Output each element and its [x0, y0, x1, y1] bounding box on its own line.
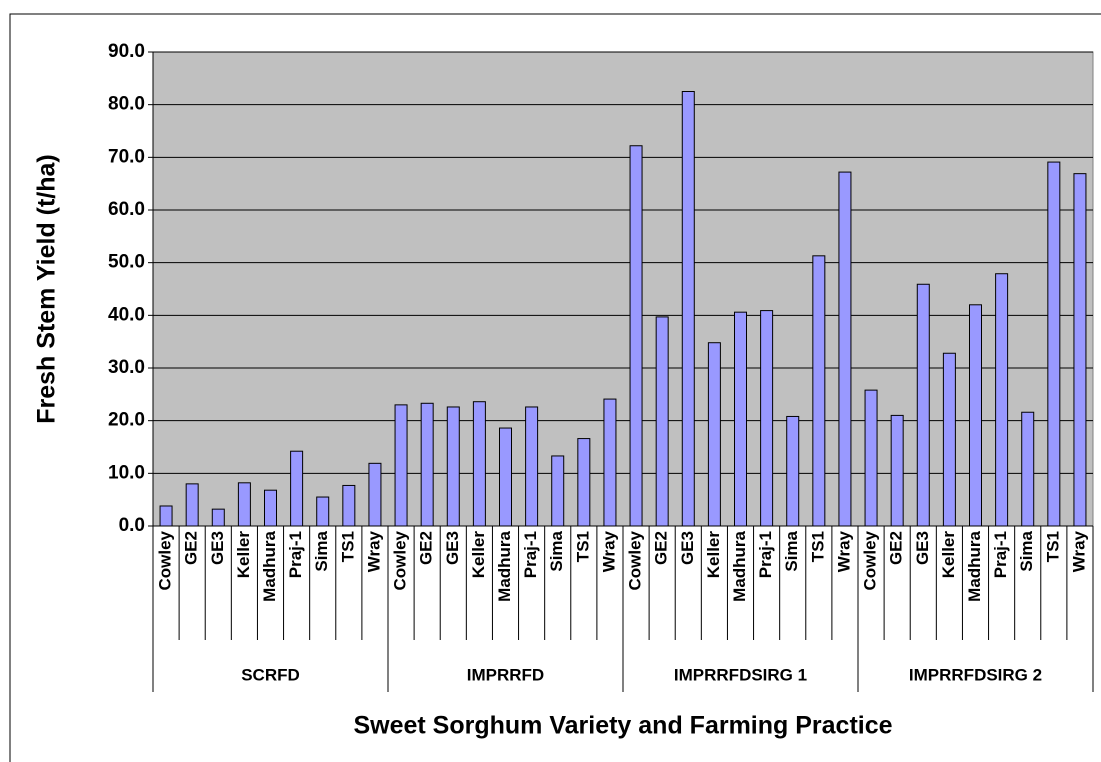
- group-label: IMPRRFD: [467, 665, 544, 684]
- plot-area: [152, 51, 1094, 527]
- y-tick-label: 70.0: [108, 146, 145, 167]
- y-tick-label: 10.0: [108, 462, 145, 483]
- bar: [342, 484, 356, 527]
- bar: [655, 316, 669, 527]
- y-tick-label: 80.0: [108, 94, 145, 115]
- x-tick-label: Wray: [834, 530, 853, 572]
- bar: [394, 404, 408, 527]
- x-tick-label: TS1: [808, 531, 827, 562]
- x-tick-label: GE2: [652, 531, 671, 565]
- bar: [681, 91, 695, 527]
- x-tick-label: Keller: [234, 531, 253, 579]
- bar: [316, 496, 330, 527]
- bar: [185, 483, 199, 527]
- x-tick-label: Madhura: [260, 530, 279, 601]
- y-tick-label: 30.0: [108, 357, 145, 378]
- x-tick-label: Madhura: [965, 530, 984, 601]
- bar: [812, 255, 826, 527]
- bar: [159, 505, 173, 527]
- bar: [368, 462, 382, 527]
- x-tick-label: Sima: [1017, 530, 1036, 571]
- bar: [446, 406, 460, 527]
- x-tick-label: Cowley: [626, 530, 645, 590]
- x-tick-label: TS1: [338, 531, 357, 562]
- bar: [290, 450, 304, 527]
- x-tick-label: Madhura: [495, 530, 514, 601]
- x-tick-label: GE3: [443, 531, 462, 565]
- bar: [942, 352, 956, 527]
- x-tick-label: Praj-1: [756, 531, 775, 578]
- bar: [472, 401, 486, 527]
- bar: [734, 311, 747, 527]
- y-tick-label: 60.0: [108, 199, 145, 220]
- bar: [864, 389, 878, 527]
- x-tick-label: Sima: [312, 530, 331, 571]
- x-tick-label: GE3: [913, 531, 932, 565]
- x-tick-label: Sima: [782, 530, 801, 571]
- bar: [499, 427, 512, 527]
- x-tick-label: Praj-1: [286, 531, 305, 578]
- y-axis-title: Fresh Stem Yield (t/ha): [33, 154, 61, 424]
- bar: [264, 489, 277, 527]
- x-tick-label: Cowley: [156, 530, 175, 590]
- bar: [838, 171, 852, 527]
- y-tick-label: 50.0: [108, 252, 145, 273]
- x-tick-label: GE2: [887, 531, 906, 565]
- y-tick-label: 20.0: [108, 410, 145, 431]
- x-tick-label: Keller: [939, 531, 958, 579]
- x-tick-label: Cowley: [391, 530, 410, 590]
- bar: [603, 398, 617, 527]
- x-tick-label: GE3: [678, 531, 697, 565]
- y-tick-label: 90.0: [108, 41, 145, 62]
- x-axis-title: Sweet Sorghum Variety and Farming Practi…: [353, 712, 892, 740]
- x-tick-label: TS1: [573, 531, 592, 562]
- bar: [916, 283, 930, 527]
- x-tick-label: Wray: [1069, 530, 1088, 572]
- x-tick-label: Wray: [599, 530, 618, 572]
- y-tick-label: 40.0: [108, 304, 145, 325]
- group-label: IMPRRFDSIRG 2: [909, 665, 1042, 684]
- x-tick-label: GE3: [208, 531, 227, 565]
- bar: [211, 508, 225, 527]
- bar: [629, 145, 643, 527]
- bar: [707, 342, 721, 527]
- bar: [237, 482, 251, 527]
- x-tick-label: Sima: [547, 530, 566, 571]
- x-tick-label: Keller: [704, 531, 723, 579]
- bar: [995, 273, 1009, 527]
- x-tick-label: Cowley: [861, 530, 880, 590]
- bar: [1073, 173, 1087, 527]
- bar: [786, 415, 800, 527]
- bar: [525, 406, 539, 527]
- x-tick-label: Madhura: [730, 530, 749, 601]
- bar: [1047, 161, 1061, 527]
- x-tick-label: GE2: [182, 531, 201, 565]
- group-label: SCRFD: [241, 665, 300, 684]
- x-tick-label: Wray: [364, 530, 383, 572]
- x-tick-label: GE2: [417, 531, 436, 565]
- x-tick-label: Praj-1: [521, 531, 540, 578]
- group-label: IMPRRFDSIRG 1: [674, 665, 807, 684]
- bar: [420, 402, 434, 527]
- y-tick-label: 0.0: [119, 515, 145, 536]
- bar: [969, 304, 982, 527]
- x-tick-label: Keller: [469, 531, 488, 579]
- bar: [551, 455, 565, 527]
- bar: [890, 414, 904, 527]
- bar: [577, 438, 591, 527]
- x-tick-label: TS1: [1043, 531, 1062, 562]
- bar: [760, 310, 774, 527]
- bar: [1021, 411, 1035, 527]
- x-tick-label: Praj-1: [991, 531, 1010, 578]
